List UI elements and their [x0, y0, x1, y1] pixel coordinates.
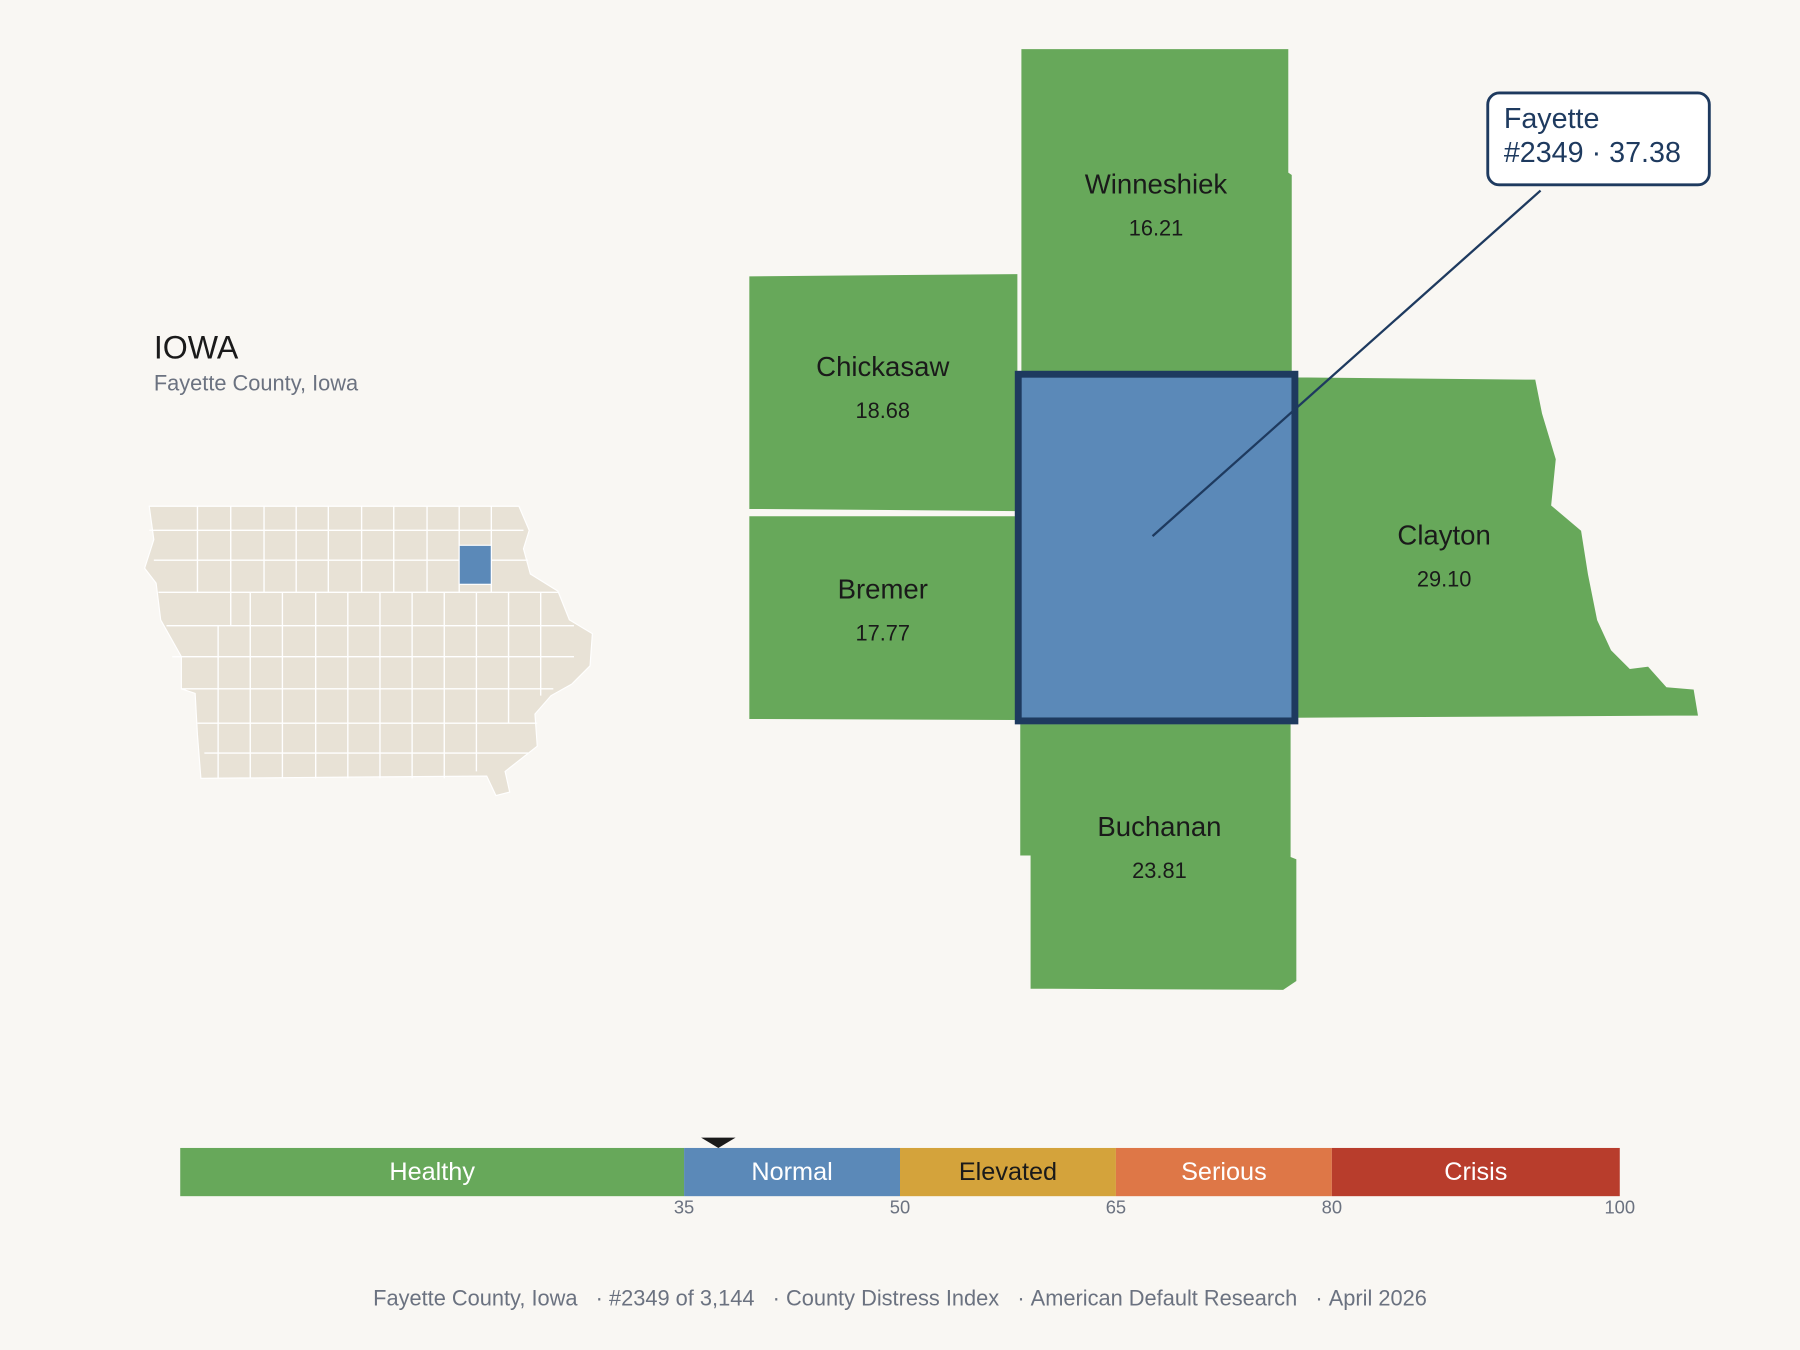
callout-name: Fayette: [1504, 103, 1600, 135]
county-score: 16.21: [1129, 215, 1184, 240]
county-shape[interactable]: [747, 272, 1020, 513]
score-marker: [701, 1137, 736, 1148]
scale-segment: [1331, 1147, 1620, 1197]
leader-line: [1151, 189, 1542, 537]
county-score: 18.68: [856, 398, 911, 423]
county-name: Chickasaw: [816, 351, 949, 382]
footer-separator: ·: [1315, 1285, 1322, 1310]
footer-item: American Default Research: [1031, 1285, 1298, 1310]
county-name: Bremer: [838, 573, 928, 604]
scale-tick-label: 50: [890, 1197, 910, 1218]
scale-label: Normal: [751, 1158, 832, 1186]
scale-tick-label: 65: [1106, 1197, 1126, 1218]
scale-bar: Healthy Normal Elevated Serious Crisis 35 50 65…: [180, 1137, 1635, 1218]
scale-tick-label: 80: [1322, 1197, 1342, 1218]
scale-segment: [684, 1147, 900, 1197]
county-shape[interactable]: [1019, 47, 1294, 378]
focus-county[interactable]: [1014, 370, 1299, 725]
neighbor-counties: Winneshiek 16.21 Chickasaw 18.68 Bremer 17.77…: [747, 47, 1700, 992]
footer: Fayette County, Iowa · #2349 of 3,144 · …: [373, 1285, 1427, 1310]
footer-separator: ·: [773, 1285, 780, 1310]
callout-box: [1486, 91, 1711, 187]
footer-separator: ·: [596, 1285, 603, 1310]
county-score: 23.81: [1132, 858, 1187, 883]
scale-segment: [180, 1147, 685, 1197]
footer-item: County Distress Index: [786, 1285, 999, 1310]
scale-tick-label: 35: [674, 1197, 694, 1218]
county-score: 29.10: [1417, 567, 1472, 592]
county-score: 17.77: [856, 621, 911, 646]
footer-item: April 2026: [1329, 1285, 1427, 1310]
footer-separator: ·: [1017, 1285, 1024, 1310]
scale-label: Serious: [1181, 1158, 1267, 1186]
callout-score: 37.38: [1609, 136, 1681, 168]
callout-detail: #2349 · 37.38: [1504, 136, 1681, 168]
scale-label: Crisis: [1444, 1158, 1507, 1186]
scale-segment: [1115, 1147, 1332, 1197]
scale-label: Healthy: [389, 1158, 475, 1186]
county-shape[interactable]: [1294, 375, 1700, 720]
footer-item: Fayette County, Iowa: [373, 1285, 578, 1310]
callout-separator: ·: [1592, 136, 1602, 168]
scale-label: Elevated: [959, 1158, 1057, 1186]
county-shape[interactable]: [1018, 722, 1299, 992]
scale-tick-label: 100: [1604, 1197, 1635, 1218]
highlight-county: [458, 544, 492, 585]
county-name: Clayton: [1397, 520, 1490, 551]
scale-segment: [900, 1147, 1116, 1197]
callout-rank: #2349: [1504, 136, 1584, 168]
state-title: IOWA: [154, 330, 239, 366]
county-shape[interactable]: [747, 514, 1017, 722]
footer-item: #2349 of 3,144: [609, 1285, 754, 1310]
state-subtitle: Fayette County, Iowa: [154, 370, 359, 395]
county-name: Buchanan: [1097, 811, 1221, 842]
state-minimap: [144, 505, 593, 797]
county-name: Winneshiek: [1085, 168, 1228, 199]
